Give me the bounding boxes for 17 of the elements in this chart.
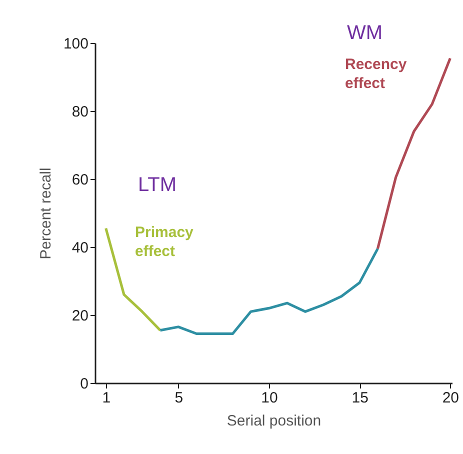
annotation: Recency effect (345, 56, 408, 92)
annotation: WM (347, 22, 383, 44)
y-tick-label: 100 (63, 36, 88, 52)
y-tick-label: 0 (80, 376, 88, 392)
y-tick-label: 80 (72, 104, 88, 120)
x-axis-title: Serial position (226, 412, 322, 430)
x-tick-label: 15 (352, 390, 368, 406)
y-axis-title: Percent recall (37, 168, 54, 260)
y-tick-label: 60 (72, 172, 88, 188)
annotation: Primacy effect (135, 224, 194, 260)
x-tick-label: 10 (261, 390, 278, 406)
annotation: LTM (138, 174, 177, 196)
x-tick-label: 20 (442, 390, 460, 406)
y-tick-label: 40 (72, 240, 88, 256)
x-tick-label: 1 (102, 390, 111, 406)
x-tick-label: 5 (174, 390, 184, 406)
y-tick-label: 20 (72, 308, 88, 324)
